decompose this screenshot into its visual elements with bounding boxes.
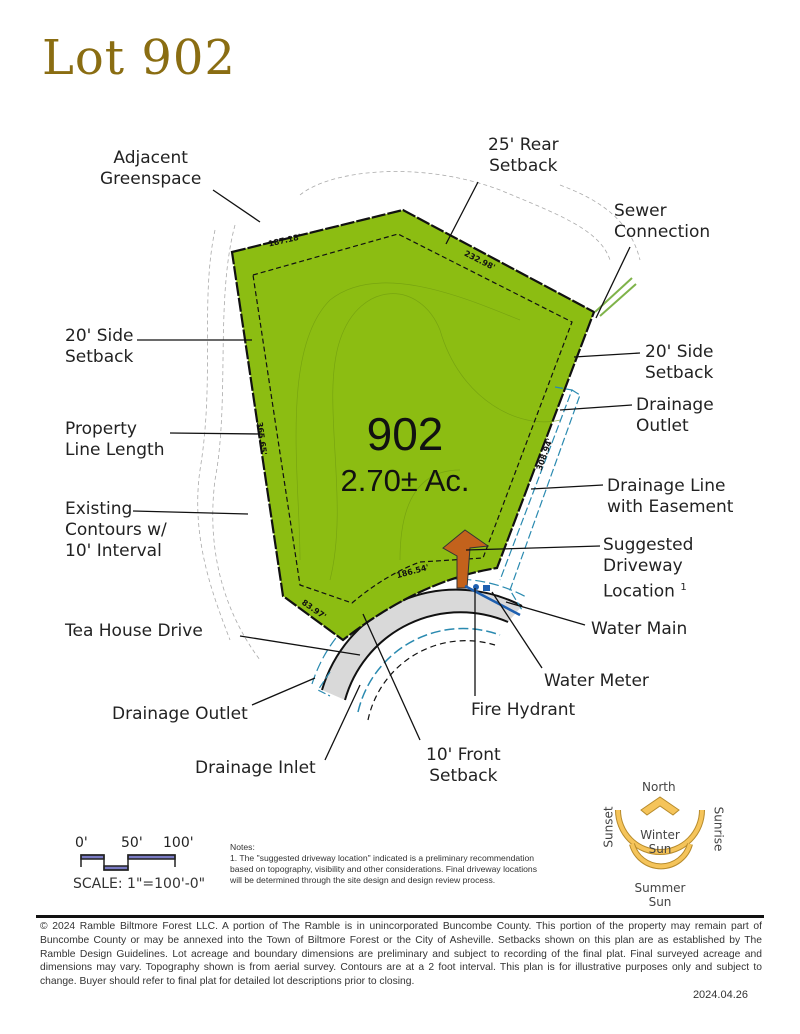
scale-tick: 100' bbox=[163, 835, 194, 851]
callout-drainage-outlet-right: Drainage Outlet bbox=[636, 395, 714, 436]
page-title: Lot 902 bbox=[42, 30, 236, 86]
drainage-easement bbox=[317, 386, 581, 697]
callout-tea-house-drive: Tea House Drive bbox=[65, 621, 203, 641]
setback-line bbox=[252, 233, 573, 604]
callout-rear-setback: 25' Rear Setback bbox=[488, 135, 559, 176]
notes: Notes: 1. The "suggested driveway locati… bbox=[230, 842, 592, 886]
footer-disclaimer: © 2024 Ramble Biltmore Forest LLC. A por… bbox=[40, 921, 762, 988]
compass-winter-sun-label: Winter Sun bbox=[640, 828, 680, 856]
callout-adjacent-greenspace: Adjacent Greenspace bbox=[100, 148, 202, 189]
callout-property-line-length: Property Line Length bbox=[65, 419, 165, 460]
callout-side-setback-left: 20' Side Setback bbox=[65, 326, 134, 367]
lot-contours bbox=[295, 282, 561, 581]
scale-tick: 50' bbox=[121, 835, 143, 851]
lot-902-parcel[interactable] bbox=[230, 208, 596, 642]
footer-divider bbox=[36, 915, 764, 918]
sewer-connection-line bbox=[594, 277, 637, 317]
water-meter-icon bbox=[483, 585, 490, 591]
callout-sewer-connection: Sewer Connection bbox=[614, 201, 711, 242]
callout-water-meter: Water Meter bbox=[544, 671, 649, 691]
notes-heading: Notes: bbox=[230, 842, 255, 852]
callout-drainage-line: Drainage Line with Easement bbox=[607, 476, 734, 517]
scale-bar bbox=[80, 854, 176, 871]
callout-existing-contours: Existing Contours w/10' Interval bbox=[65, 499, 167, 561]
compass-sunset-label: Sunset bbox=[601, 806, 616, 848]
lot-number: 902 bbox=[366, 408, 444, 460]
plan-date: 2024.04.26 bbox=[692, 988, 748, 1001]
notes-line: 1. The "suggested driveway location" ind… bbox=[230, 853, 535, 863]
tea-house-drive-road bbox=[322, 589, 522, 700]
fire-hydrant-icon bbox=[473, 584, 479, 590]
notes-line: based on topography, visibility and othe… bbox=[230, 864, 537, 874]
sun-compass bbox=[615, 796, 705, 870]
notes-line: will be determined through the site desi… bbox=[230, 875, 496, 885]
scale-label: SCALE: 1"=100'-0" bbox=[73, 876, 206, 892]
callout-front-setback: 10' Front Setback bbox=[426, 745, 501, 786]
compass-north-label: North bbox=[642, 780, 676, 794]
north-arrow-icon bbox=[640, 796, 680, 816]
callout-fire-hydrant: Fire Hydrant bbox=[471, 700, 576, 720]
callout-water-main: Water Main bbox=[591, 619, 688, 639]
scale-tick: 0' bbox=[75, 835, 88, 851]
water-main-line bbox=[464, 584, 521, 617]
suggested-driveway-arrow bbox=[442, 529, 490, 589]
compass-sunrise-label: Sunrise bbox=[711, 806, 726, 852]
callout-drainage-inlet: Drainage Inlet bbox=[195, 758, 316, 778]
callout-side-setback-right: 20' Side Setback bbox=[645, 342, 714, 383]
callout-drainage-outlet-left: Drainage Outlet bbox=[112, 704, 248, 724]
existing-contours bbox=[197, 171, 641, 661]
compass-summer-sun-label: Summer Sun bbox=[634, 881, 686, 909]
callout-suggested-driveway: Suggested Driveway Location 1 bbox=[603, 535, 694, 602]
lot-acreage: 2.70± Ac. bbox=[340, 463, 470, 498]
callout-leaders bbox=[132, 181, 641, 761]
footer: © 2024 Ramble Biltmore Forest LLC. A por… bbox=[40, 920, 762, 1002]
